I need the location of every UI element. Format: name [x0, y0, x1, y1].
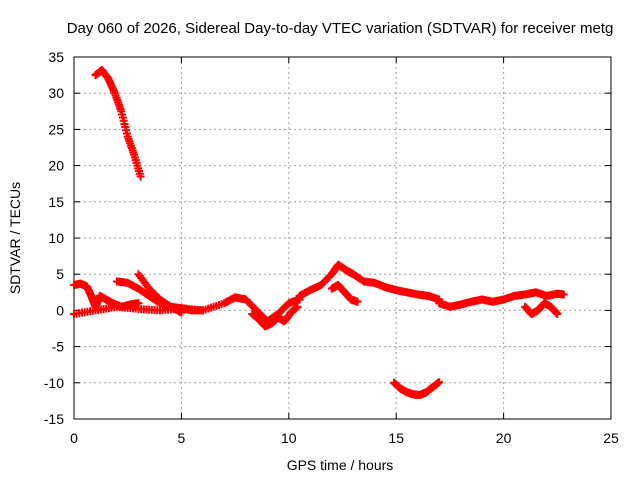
data-point	[293, 302, 302, 311]
y-tick-label: 35	[48, 49, 64, 65]
y-tick-label: -15	[44, 411, 64, 427]
y-tick-label: -5	[52, 339, 65, 355]
data-point	[553, 310, 562, 319]
data-point	[435, 378, 444, 387]
x-tick-label: 10	[281, 430, 297, 446]
x-tick-label: 15	[388, 430, 404, 446]
data-point	[198, 306, 207, 315]
axis-ticks: 0 5 10 15 20 25 -15 -10 -5 0 5 10 15 20 25 30 35	[44, 49, 619, 446]
y-tick-label: 10	[48, 230, 64, 246]
series-tail	[435, 288, 568, 311]
chart-title: Day 060 of 2026, Sidereal Day-to-day VTE…	[67, 20, 614, 37]
y-tick-label: 15	[48, 194, 64, 210]
y-tick-label: 25	[48, 121, 64, 137]
y-tick-label: 20	[48, 158, 64, 174]
series-dip	[248, 302, 302, 331]
y-tick-label: 30	[48, 85, 64, 101]
data-point	[353, 297, 362, 306]
x-tick-label: 5	[178, 430, 186, 446]
x-tick-label: 20	[496, 430, 512, 446]
y-tick-label: -10	[44, 375, 64, 391]
y-tick-label: 5	[56, 266, 64, 282]
series-late-dip	[521, 299, 562, 319]
series-diagonal	[134, 270, 186, 317]
series-high-arc	[91, 66, 145, 181]
y-axis-label: SDTVAR / TECUs	[7, 182, 23, 294]
data-point	[559, 290, 568, 299]
series-peak	[295, 260, 444, 304]
x-tick-label: 25	[603, 430, 619, 446]
x-axis-label: GPS time / hours	[287, 457, 394, 473]
data-point	[136, 172, 145, 181]
y-tick-label: 0	[56, 302, 64, 318]
data-series	[70, 66, 568, 400]
series-negative-arc	[390, 378, 444, 400]
grid-lines	[74, 57, 611, 419]
x-tick-label: 0	[70, 430, 78, 446]
series-secondary-peak	[327, 281, 362, 306]
data-point	[177, 308, 186, 317]
